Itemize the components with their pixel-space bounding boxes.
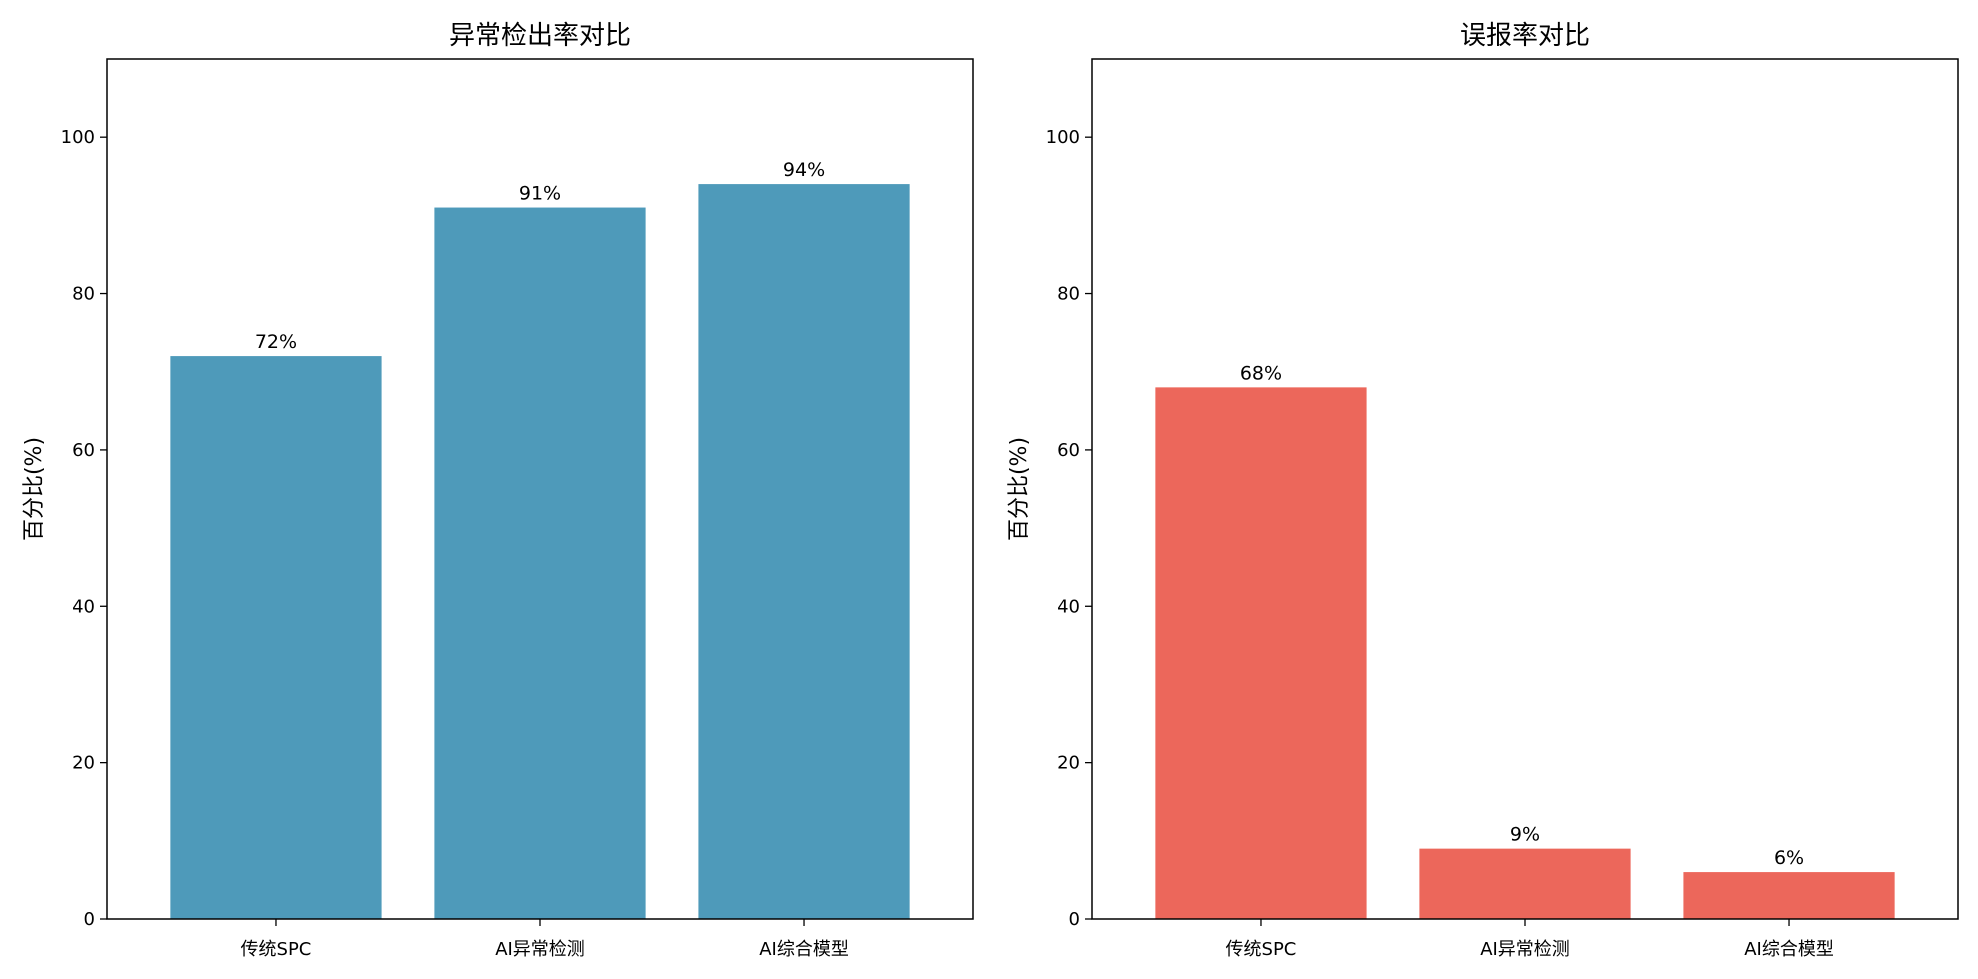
y-tick-label: 20 — [1057, 753, 1080, 774]
y-tick-label: 60 — [72, 440, 95, 461]
bar-value-label: 91% — [519, 183, 561, 205]
bar-value-label: 9% — [1510, 824, 1540, 846]
bar-2 — [434, 207, 646, 919]
bar-value-label: 94% — [783, 159, 825, 181]
y-axis-label: 百分比(%) — [1007, 437, 1032, 541]
y-axis-label: 百分比(%) — [22, 437, 47, 541]
bar-3 — [698, 184, 910, 919]
bar-value-label: 72% — [255, 331, 297, 353]
x-tick-label: AI异常检测 — [495, 939, 585, 960]
y-tick-label: 80 — [1057, 284, 1080, 305]
y-tick-label: 100 — [1046, 127, 1080, 148]
y-tick-label: 40 — [1057, 596, 1080, 617]
y-tick-label: 60 — [1057, 440, 1080, 461]
chart-title: 误报率对比 — [1460, 21, 1590, 51]
y-tick-label: 0 — [84, 909, 95, 930]
bar-value-label: 6% — [1774, 847, 1804, 869]
x-tick-label: 传统SPC — [1226, 939, 1297, 960]
chart-title: 异常检出率对比 — [449, 21, 631, 51]
x-tick-label: AI综合模型 — [759, 939, 849, 960]
y-tick-label: 80 — [72, 284, 95, 305]
bar-1 — [1155, 387, 1367, 919]
bar-3 — [1683, 872, 1895, 919]
y-tick-label: 40 — [72, 596, 95, 617]
bar-value-label: 68% — [1240, 362, 1282, 384]
x-tick-label: 传统SPC — [241, 939, 312, 960]
y-tick-label: 100 — [61, 127, 95, 148]
x-tick-label: AI异常检测 — [1480, 939, 1570, 960]
y-tick-label: 0 — [1069, 909, 1080, 930]
bar-1 — [170, 356, 382, 919]
bar-2 — [1419, 848, 1631, 919]
x-tick-label: AI综合模型 — [1744, 939, 1834, 960]
y-tick-label: 20 — [72, 753, 95, 774]
